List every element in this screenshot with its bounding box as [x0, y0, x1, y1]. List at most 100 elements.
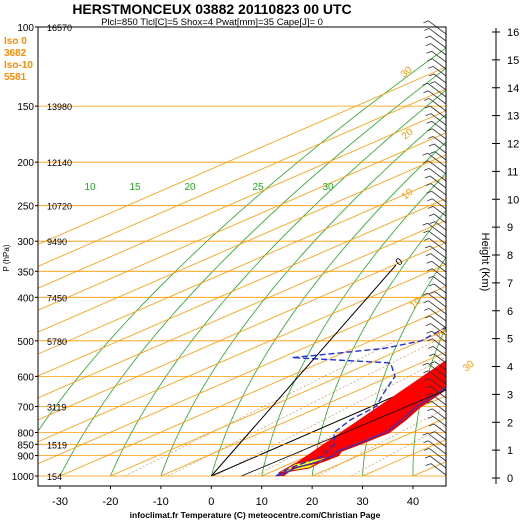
wind-barb [433, 353, 447, 364]
wind-barb-flag [423, 230, 429, 234]
wind-barb-flag [423, 160, 429, 164]
isotherm [110, 329, 446, 477]
iso0-value: 3682 [4, 48, 27, 59]
wind-barb [428, 160, 447, 175]
height-tick-label: 4 [507, 362, 513, 374]
pressure-tick-label: 250 [17, 202, 34, 213]
wind-barb-flag [427, 408, 433, 412]
dry-adiabat [59, 67, 446, 477]
temperature-tick-label: -20 [102, 496, 118, 508]
wind-barb [428, 300, 447, 315]
pressure-tick-label: 200 [17, 158, 34, 169]
reference-line [241, 389, 446, 477]
height-tick-label: 1 [507, 445, 513, 457]
wind-barb [431, 50, 447, 63]
wind-barb [427, 292, 447, 308]
wind-barb [427, 152, 447, 168]
wind-barb-flag [424, 448, 430, 451]
wind-barb [432, 206, 447, 217]
wind-barb [432, 198, 447, 210]
mixing-ratio-label: 20 [184, 182, 196, 193]
wind-barb [432, 136, 447, 147]
height-tick-label: 11 [507, 166, 518, 178]
isotherm [38, 176, 446, 355]
wind-barb [430, 43, 447, 56]
wind-barb-flag [429, 361, 435, 364]
wind-barb-flag [428, 276, 434, 279]
wind-barb-flag [425, 183, 431, 186]
height-tick-label: 16 [507, 27, 519, 39]
wind-barb-flag [423, 20, 429, 24]
temperature-tick-label: 30 [356, 496, 368, 508]
pressure-tick-label: 850 [17, 440, 34, 451]
wind-barb-flag [424, 168, 430, 171]
wind-barb-flag [429, 431, 435, 434]
wind-barb [427, 82, 447, 98]
wind-barb-flag [422, 292, 428, 296]
wind-barb [432, 338, 447, 350]
pressure-tick-label: 400 [17, 293, 34, 304]
wind-barb [428, 98, 447, 112]
mixing-ratio-label: 15 [129, 182, 141, 193]
temperature-tick-label: -10 [153, 496, 169, 508]
isotherm [261, 395, 446, 477]
height-tick-label: 7 [507, 278, 513, 290]
wind-barb-flag [428, 136, 434, 139]
wind-barb [434, 291, 447, 301]
wind-barb-flag [428, 206, 434, 209]
temperature-tick-label: 10 [256, 496, 268, 508]
iso0-label: Iso 0 [4, 36, 27, 47]
reference-line [210, 264, 397, 477]
wind-barb [431, 120, 447, 133]
wind-barb-flag [424, 378, 430, 381]
wind-barb [428, 440, 447, 455]
wind-barb-flag [423, 90, 429, 94]
wind-barb [434, 221, 447, 231]
wind-barb [427, 362, 447, 378]
wind-barb [433, 423, 447, 434]
wind-barb-flag [424, 245, 431, 249]
wind-barb-flag [425, 113, 431, 116]
height-label: 1519 [47, 440, 67, 450]
wind-barb [432, 66, 447, 77]
wind-barb [430, 183, 447, 196]
wind-barb [429, 175, 447, 189]
height-label: 154 [47, 472, 62, 482]
chart-subtitle: Plcl=850 Tlcl[C]=5 Shox=4 Pwat[mm]=35 Ca… [101, 17, 323, 28]
wind-barb [428, 28, 447, 42]
mixing-ratio-line [124, 340, 396, 477]
height-tick-label: 14 [507, 83, 519, 95]
pressure-tick-label: 500 [17, 337, 34, 348]
wind-barb-flag [424, 98, 430, 101]
plot-frame [37, 26, 447, 487]
height-tick-label: 13 [507, 111, 519, 123]
height-tick-label: 3 [507, 389, 513, 401]
wind-barb-flag [422, 362, 428, 366]
wind-barb [432, 128, 447, 140]
wind-barb-flag [423, 440, 429, 444]
wind-barb [433, 73, 447, 84]
wind-barb-flag [426, 330, 432, 334]
wind-barb [432, 416, 447, 427]
pressure-tick-label: 300 [17, 237, 34, 248]
height-tick-label: 9 [507, 222, 513, 234]
wind-barb-flag [426, 400, 432, 404]
wind-barb-flag [429, 291, 435, 294]
wind-barb-flag [429, 221, 435, 224]
temperature-tick-label: 20 [306, 496, 318, 508]
height-tick-label: 5 [507, 334, 513, 346]
wind-barb-flag [426, 120, 432, 124]
wind-barb [430, 463, 447, 476]
wind-barb [428, 238, 447, 252]
wind-barb [432, 276, 447, 287]
background-grid [38, 27, 446, 477]
wind-barb-flag [428, 283, 435, 287]
wind-barb [428, 168, 447, 182]
height-label: 12140 [47, 158, 72, 168]
wind-barb [429, 385, 447, 399]
y-axis-title: P (hPa) [2, 244, 11, 271]
wind-barb [429, 35, 447, 49]
wind-barb-flag [427, 58, 433, 62]
height-tick-label: 8 [507, 250, 513, 262]
